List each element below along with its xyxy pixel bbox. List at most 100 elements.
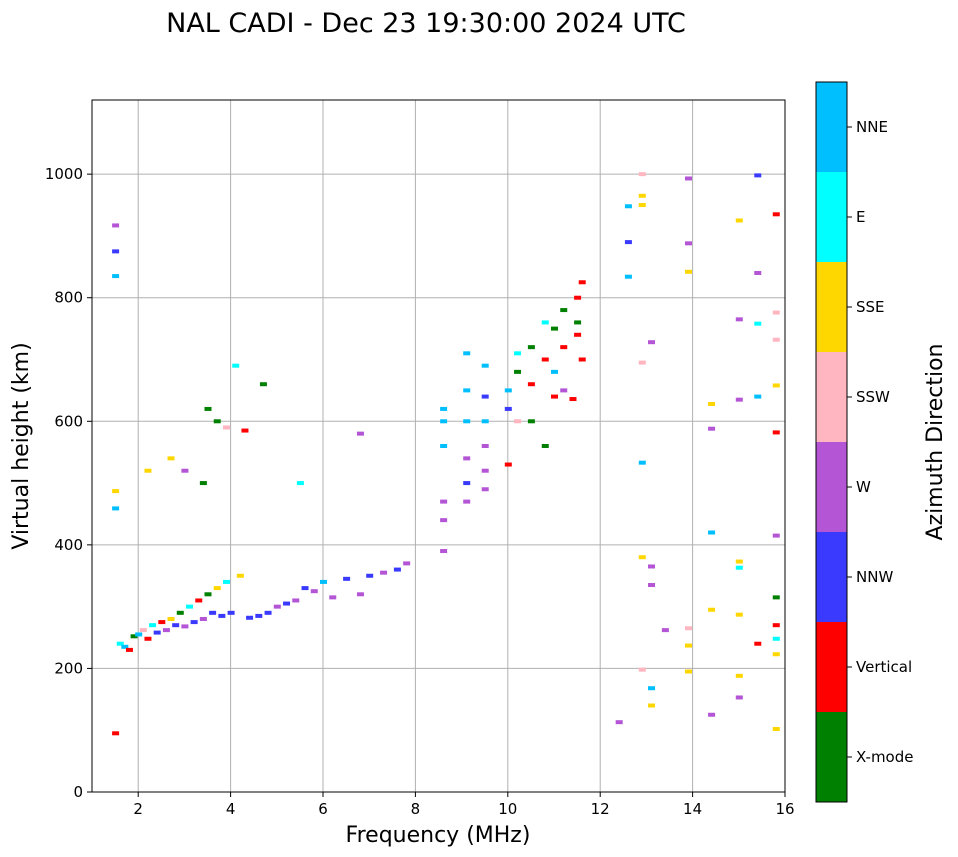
data-point-nnw [463,481,471,486]
data-point-nnw [264,610,272,615]
data-point-e [772,636,780,641]
data-point-vertical [569,397,577,402]
x-axis-ticks: 2 4 6 8 10 12 14 16 [133,792,795,818]
data-point-sse [112,489,120,494]
colorbar-category-label: NNW [856,568,893,586]
data-point-ssw [638,667,646,672]
data-point-nnw [209,610,217,615]
data-point-x-mode [204,592,212,597]
data-point-w [380,570,388,575]
x-tick-label: 6 [318,800,328,818]
colorbar-category-label: Vertical [856,658,912,676]
data-point-vertical [158,620,166,625]
y-tick-label: 0 [73,783,83,801]
data-point-w [329,595,337,600]
data-point-nne [504,388,512,393]
data-point-sse [735,612,743,617]
x-tick-label: 14 [683,800,702,818]
data-point-e [296,481,304,486]
data-point-e [735,565,743,570]
data-point-sse [167,617,175,621]
data-point-w [560,388,568,393]
data-point-w [181,624,189,629]
colorbar-category-label: E [856,208,865,226]
data-point-x-mode [541,444,549,448]
data-point-vertical [541,357,549,362]
data-point-nnw [366,573,374,578]
y-axis-ticks: 0 200 400 600 800 1000 [45,165,92,801]
data-point-w [463,499,471,504]
colorbar-swatch-sse [816,262,847,352]
data-point-vertical [527,382,535,387]
data-point-vertical [578,357,586,362]
data-point-w [648,583,656,588]
data-point-nnw [481,394,489,399]
data-point-vertical [560,345,568,350]
data-point-nnw [246,615,254,620]
data-point-vertical [504,462,512,467]
data-point-sse [735,218,743,223]
data-point-w [615,720,623,725]
data-point-w [708,426,716,431]
data-point-w [481,468,489,473]
y-axis-label: Virtual height (km) [9,342,34,549]
data-point-e [116,641,124,646]
data-point-nnw [504,406,512,411]
data-point-vertical [125,647,133,652]
data-point-w [772,533,780,538]
data-point-w [648,564,656,569]
data-point-w [181,468,189,473]
data-point-nne [463,419,471,424]
data-point-w [684,176,692,181]
data-point-nne [624,204,632,209]
data-point-nne [551,369,558,374]
plot-background [92,100,785,792]
data-point-w [273,604,281,609]
data-point-vertical [574,295,582,300]
data-point-vertical [241,428,249,433]
data-point-nnw [343,576,351,581]
data-point-sse [772,726,780,731]
data-point-ssw [638,360,646,365]
x-tick-label: 8 [411,800,421,818]
data-point-sse [638,555,646,560]
data-point-vertical [772,212,780,217]
data-point-w [463,456,471,461]
data-point-vertical [551,394,558,399]
data-point-nne [708,530,716,535]
data-point-w [735,397,743,402]
data-point-nnw [218,613,226,618]
x-axis-label: Frequency (MHz) [346,823,531,848]
data-point-nne [638,460,646,465]
data-point-w [481,444,489,448]
data-point-x-mode [514,369,522,374]
data-point-sse [708,607,716,612]
data-point-ssw [684,626,692,631]
data-point-e [754,321,762,326]
data-point-nne [320,579,327,584]
data-point-w [735,317,743,322]
data-point-sse [236,573,244,578]
x-tick-label: 12 [591,800,610,818]
data-point-sse [772,652,780,657]
data-point-nnw [153,630,161,635]
x-tick-label: 2 [133,800,143,818]
colorbar-category-label: W [856,478,871,496]
data-point-x-mode [574,320,582,325]
colorbar-swatch-nne [816,82,847,172]
data-point-e [149,623,157,628]
colorbar-swatch-w [816,442,847,532]
data-point-nne [112,506,120,511]
data-point-w [356,592,364,597]
data-point-w [440,518,448,523]
data-point-vertical [574,332,582,337]
data-point-nne [135,632,143,637]
data-point-vertical [144,636,152,641]
x-tick-label: 4 [226,800,236,818]
data-point-w [162,628,170,633]
data-point-e [186,604,194,609]
data-point-nnw [172,623,180,628]
data-point-nne [754,394,762,399]
data-point-vertical [112,731,120,736]
data-point-sse [648,703,656,708]
